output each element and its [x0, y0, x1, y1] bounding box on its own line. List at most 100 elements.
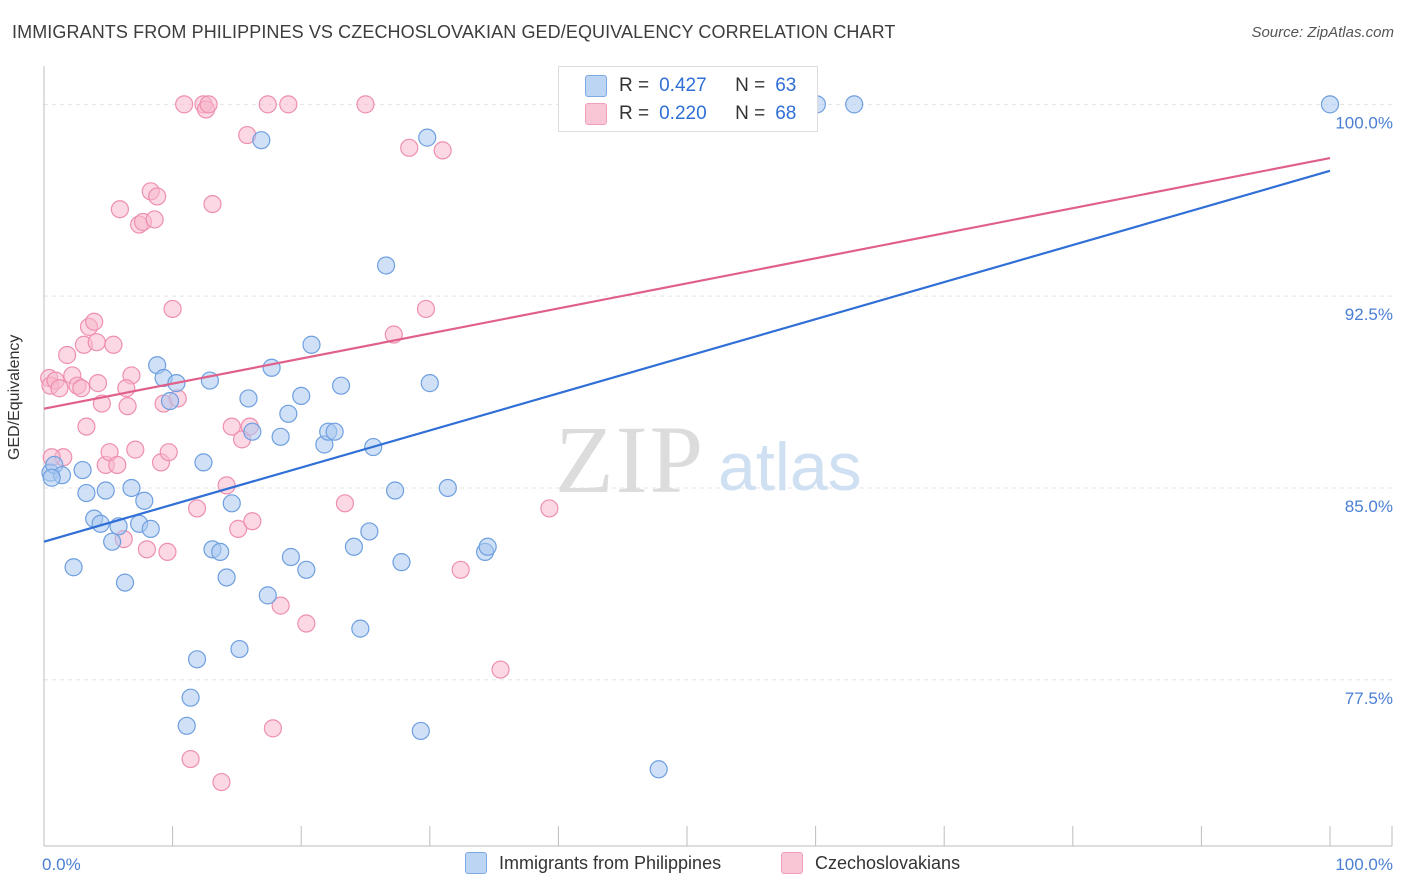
- stats-legend-box: R = 0.427 N = 63 R = 0.220 N = 68: [558, 66, 818, 132]
- legend-swatch-pink: [781, 852, 803, 874]
- legend-item-blue[interactable]: Immigrants from Philippines: [465, 852, 721, 874]
- point-czechoslovakians: [88, 374, 108, 393]
- point-philippines: [73, 460, 92, 480]
- stats-n-value-pink: 68: [775, 103, 797, 124]
- point-czechoslovakians: [297, 614, 316, 633]
- watermark: ZIP atlas: [555, 406, 862, 513]
- point-czechoslovakians: [145, 210, 164, 229]
- point-czechoslovakians: [279, 95, 298, 114]
- stats-r-label-blue: R =: [619, 75, 650, 96]
- tick-labels: 77.5% 85.0% 92.5% 100.0% 0.0% 100.0%: [42, 113, 1393, 874]
- stats-r-value-pink: 0.220: [659, 103, 707, 124]
- point-czechoslovakians: [263, 719, 283, 738]
- point-philippines: [420, 374, 439, 393]
- point-philippines: [302, 335, 321, 354]
- point-philippines: [351, 619, 370, 638]
- point-philippines: [845, 95, 864, 114]
- point-philippines: [478, 537, 497, 556]
- point-philippines: [411, 721, 430, 741]
- point-czechoslovakians: [540, 499, 559, 518]
- point-czechoslovakians: [118, 397, 137, 416]
- point-philippines: [243, 422, 262, 441]
- point-philippines: [230, 639, 249, 659]
- point-philippines: [258, 586, 277, 605]
- source-label: Source: ZipAtlas.com: [1251, 24, 1394, 41]
- point-czechoslovakians: [199, 95, 218, 114]
- point-philippines: [160, 391, 180, 411]
- series-czechoslovakians: [40, 95, 559, 792]
- point-philippines: [344, 537, 364, 556]
- point-czechoslovakians: [258, 95, 277, 114]
- point-philippines: [187, 650, 207, 669]
- point-philippines: [1320, 95, 1340, 114]
- point-czechoslovakians: [163, 299, 182, 319]
- point-philippines: [64, 558, 83, 577]
- point-czechoslovakians: [271, 596, 290, 615]
- point-czechoslovakians: [187, 499, 207, 518]
- point-philippines: [135, 491, 154, 510]
- point-czechoslovakians: [175, 95, 194, 114]
- point-czechoslovakians: [451, 560, 470, 579]
- point-czechoslovakians: [85, 312, 104, 331]
- y-tick-label: 100.0%: [1335, 113, 1393, 132]
- point-czechoslovakians: [158, 542, 177, 562]
- stats-n-value-blue: 63: [775, 75, 797, 96]
- point-czechoslovakians: [159, 443, 178, 462]
- point-philippines: [331, 376, 351, 395]
- watermark-zip: ZIP: [555, 406, 705, 513]
- point-philippines: [438, 478, 457, 498]
- trend-line-czechoslovakians: [43, 156, 1331, 410]
- point-czechoslovakians: [400, 138, 419, 157]
- legend-item-pink[interactable]: Czechoslovakians: [781, 852, 960, 874]
- point-philippines: [42, 468, 61, 487]
- point-philippines: [292, 386, 311, 406]
- stats-r-label-pink: R =: [619, 103, 650, 124]
- trend-lines: [43, 156, 1331, 543]
- point-philippines: [177, 716, 196, 735]
- point-czechoslovakians: [72, 379, 91, 398]
- point-czechoslovakians: [356, 95, 375, 114]
- point-czechoslovakians: [87, 333, 106, 352]
- point-czechoslovakians: [335, 494, 355, 513]
- y-tick-label: 77.5%: [1345, 689, 1393, 708]
- point-czechoslovakians: [203, 194, 222, 214]
- point-philippines: [392, 553, 411, 572]
- point-philippines: [252, 131, 271, 150]
- stats-row-pink: R = 0.220 N = 68: [585, 103, 796, 125]
- point-czechoslovakians: [110, 200, 129, 219]
- point-philippines: [239, 389, 258, 408]
- trend-line-philippines: [43, 169, 1331, 543]
- stats-n-label-pink: N =: [735, 103, 766, 124]
- point-czechoslovakians: [229, 519, 248, 538]
- legend-label-pink: Czechoslovakians: [815, 852, 961, 873]
- point-czechoslovakians: [416, 299, 436, 319]
- point-philippines: [194, 453, 213, 472]
- point-philippines: [271, 427, 290, 446]
- watermark-atlas: atlas: [718, 429, 862, 505]
- point-czechoslovakians: [433, 141, 452, 160]
- point-philippines: [262, 358, 281, 377]
- stats-row-blue: R = 0.427 N = 63: [585, 75, 796, 97]
- y-axis-title: GED/Equivalency: [6, 334, 23, 460]
- point-philippines: [279, 404, 298, 423]
- stats-r-value-blue: 0.427: [659, 75, 707, 96]
- point-philippines: [181, 688, 200, 707]
- legend-swatch-blue: [465, 852, 487, 874]
- point-czechoslovakians: [181, 749, 200, 769]
- stats-n-label-blue: N =: [735, 75, 766, 96]
- y-tick-label: 92.5%: [1345, 305, 1393, 324]
- stats-swatch-pink: [585, 103, 607, 125]
- point-philippines: [217, 568, 236, 587]
- point-czechoslovakians: [126, 440, 145, 459]
- point-philippines: [376, 256, 396, 275]
- point-czechoslovakians: [104, 335, 123, 354]
- legend-label-blue: Immigrants from Philippines: [499, 852, 722, 873]
- point-philippines: [360, 522, 379, 541]
- x-tick-label: 100.0%: [1335, 855, 1393, 874]
- y-tick-label: 85.0%: [1345, 497, 1393, 516]
- x-tick-label: 0.0%: [42, 855, 81, 874]
- point-czechoslovakians: [108, 455, 127, 475]
- point-czechoslovakians: [212, 772, 231, 792]
- point-philippines: [297, 560, 316, 579]
